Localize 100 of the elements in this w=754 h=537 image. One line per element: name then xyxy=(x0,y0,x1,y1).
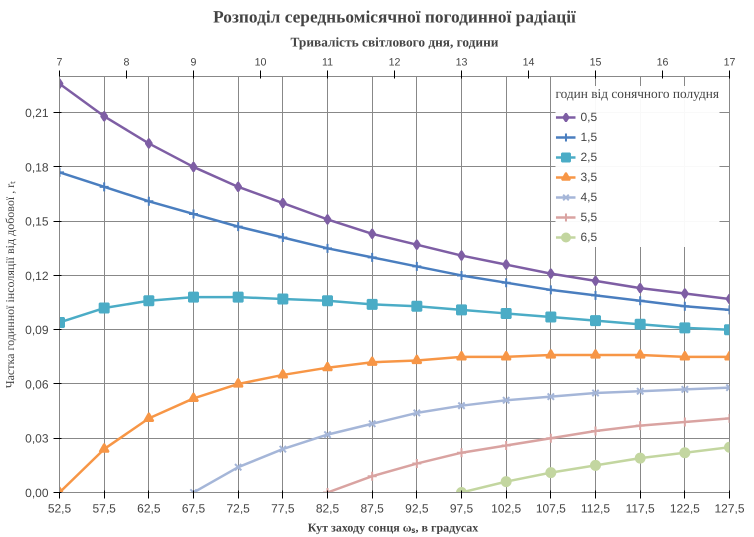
point xyxy=(143,196,154,207)
y-tick-label: 0,09 xyxy=(25,323,49,338)
point xyxy=(636,282,644,294)
point xyxy=(680,385,690,394)
point xyxy=(545,467,556,478)
point xyxy=(545,432,556,444)
point xyxy=(634,318,646,330)
x2-tick-label: 8 xyxy=(124,56,130,68)
point xyxy=(545,284,556,296)
x-tick-label: 62,5 xyxy=(137,502,161,516)
point xyxy=(590,290,601,301)
point xyxy=(322,295,333,306)
x2-tick-label: 9 xyxy=(190,56,197,68)
point xyxy=(232,221,244,232)
point xyxy=(500,476,512,488)
point xyxy=(679,416,690,428)
point xyxy=(98,181,110,192)
point xyxy=(144,138,153,149)
y-tick-label: 0,00 xyxy=(25,486,49,500)
point xyxy=(366,470,378,482)
point xyxy=(368,420,376,428)
chart-title: Розподіл середньомісячної погодинної радіації xyxy=(213,8,576,26)
point xyxy=(546,392,556,401)
point xyxy=(679,350,690,360)
x2-tick-label: 12 xyxy=(388,56,400,68)
point xyxy=(322,242,333,254)
point xyxy=(634,348,646,359)
x2-tick-label: 10 xyxy=(254,56,266,68)
point xyxy=(634,295,646,306)
x2-tick-label: 11 xyxy=(322,56,334,68)
x-tick-label: 127,5 xyxy=(714,502,745,516)
point xyxy=(545,312,556,323)
point xyxy=(679,322,690,334)
point xyxy=(277,368,288,379)
y-tick-label: 0,12 xyxy=(25,268,49,283)
point xyxy=(143,295,154,306)
legend-label: 5,5 xyxy=(580,210,598,224)
point xyxy=(502,396,510,404)
point xyxy=(98,302,110,314)
point xyxy=(456,270,467,281)
y-axis-title: Частка годинної інсоляції від добової , rₜ xyxy=(3,180,18,388)
x-tick-label: 77,5 xyxy=(271,502,295,516)
point xyxy=(100,110,108,122)
point xyxy=(634,420,646,432)
point xyxy=(456,304,467,316)
y-tick-label: 0,18 xyxy=(25,160,49,174)
point xyxy=(98,442,110,453)
point xyxy=(679,300,690,312)
x2-tick-label: 14 xyxy=(522,56,534,68)
point xyxy=(545,348,556,359)
x-tick-label: 87,5 xyxy=(360,502,384,516)
point xyxy=(636,387,644,396)
point xyxy=(188,292,199,303)
y-tick-label: 0,15 xyxy=(25,214,49,229)
x-tick-label: 57,5 xyxy=(92,502,116,516)
x2-tick-label: 16 xyxy=(656,56,668,68)
x-tick-label: 67,5 xyxy=(182,502,206,516)
point xyxy=(500,440,512,451)
x2-tick-label: 15 xyxy=(590,56,602,68)
y-tick-label: 0,03 xyxy=(25,432,49,446)
y-tick-label: 0,21 xyxy=(25,106,49,120)
y-tick-label: 0,06 xyxy=(25,377,49,392)
x-tick-label: 82,5 xyxy=(316,502,340,516)
legend-label: 0,5 xyxy=(580,110,598,124)
legend-label: 2,5 xyxy=(580,150,598,164)
x-tick-label: 107,5 xyxy=(536,502,566,516)
point xyxy=(590,460,601,471)
point xyxy=(679,447,690,458)
point xyxy=(500,350,512,360)
point xyxy=(411,354,422,364)
point xyxy=(502,259,510,270)
point xyxy=(590,348,601,359)
point xyxy=(412,239,421,250)
x-tick-label: 92,5 xyxy=(405,502,429,516)
point xyxy=(411,260,422,272)
point xyxy=(366,356,378,366)
point xyxy=(368,228,376,240)
point xyxy=(188,208,199,220)
x-axis-title: Кут заходу сонця ωₛ, в градусах xyxy=(308,520,478,534)
legend-title: годин від сонячного полудня xyxy=(555,86,719,102)
point xyxy=(412,408,422,418)
point xyxy=(278,198,287,209)
x-tick-label: 97,5 xyxy=(450,502,474,516)
legend-label: 3,5 xyxy=(580,170,598,184)
legend-label: 4,5 xyxy=(580,190,598,204)
point xyxy=(456,447,467,458)
point xyxy=(188,392,199,402)
point xyxy=(456,350,467,360)
point xyxy=(411,458,422,470)
point xyxy=(500,277,512,288)
x-tick-label: 72,5 xyxy=(226,502,250,516)
point xyxy=(634,452,646,464)
point xyxy=(277,232,288,243)
point xyxy=(234,462,242,472)
point xyxy=(411,300,422,312)
point xyxy=(143,412,154,422)
point xyxy=(234,181,242,192)
x-tick-label: 112,5 xyxy=(580,502,610,516)
point xyxy=(680,288,689,300)
point xyxy=(323,430,332,439)
